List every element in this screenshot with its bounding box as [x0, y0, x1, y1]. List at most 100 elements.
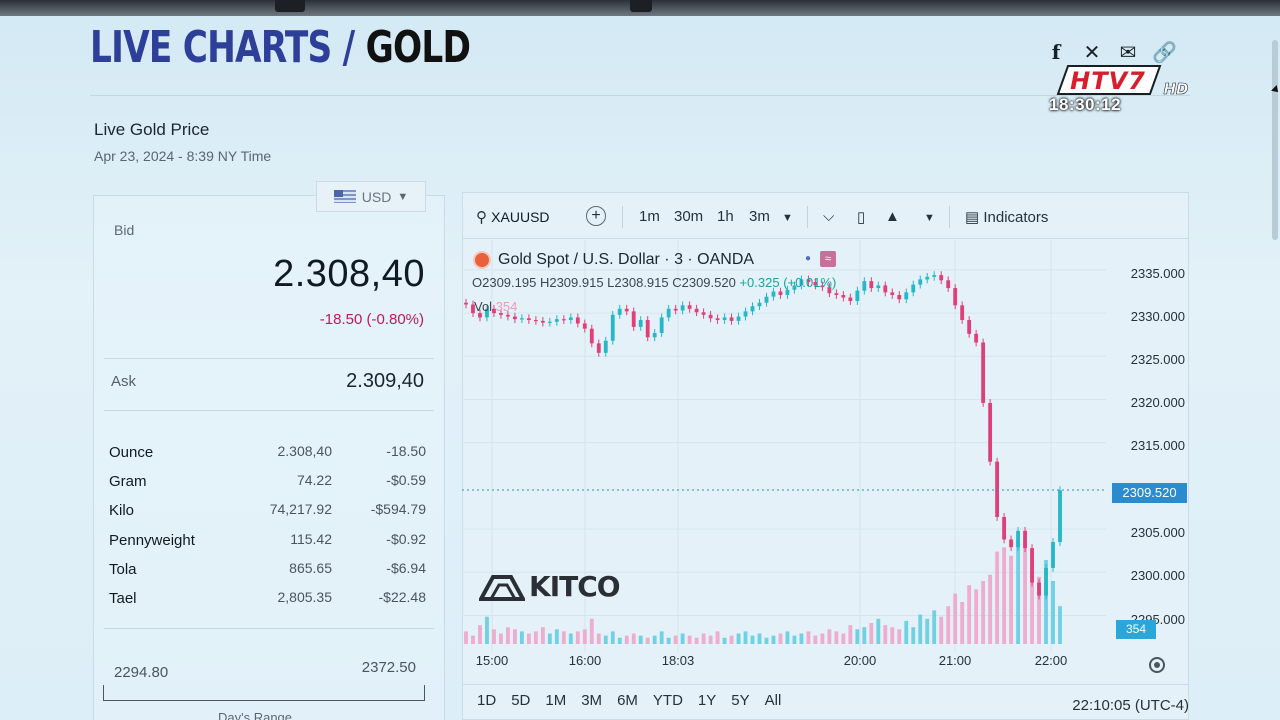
- indicators-label: Indicators: [983, 209, 1049, 226]
- candle: [547, 321, 552, 323]
- time-tick: 20:00: [843, 653, 877, 668]
- candle: [506, 314, 510, 317]
- volume-bar: [624, 635, 629, 644]
- candle: [519, 318, 524, 320]
- unit-change: -$22.48: [378, 588, 426, 605]
- oanda-logo-icon: [473, 251, 491, 269]
- volume-bar: [617, 637, 622, 644]
- time-tick: 22:00: [1034, 653, 1068, 668]
- day-range-bar: [103, 685, 425, 701]
- candle: [582, 323, 587, 329]
- toolbar-separator: [949, 206, 950, 228]
- candle: [722, 317, 727, 321]
- chevron-down-icon[interactable]: ▼: [924, 212, 935, 224]
- volume-bar: [701, 633, 706, 644]
- price-tick: 2315.000: [1130, 438, 1185, 453]
- volume-bar: [596, 633, 601, 644]
- unit-change: -$6.94: [386, 559, 426, 576]
- volume-bar: [869, 623, 874, 644]
- volume-bar: [834, 631, 839, 644]
- candle: [478, 313, 482, 318]
- volume-bar: [519, 631, 524, 644]
- area-chart-icon[interactable]: ▲: [885, 208, 900, 225]
- range-3m[interactable]: 3M: [581, 692, 603, 709]
- unit-value: 74.22: [296, 472, 332, 489]
- compare-add-icon[interactable]: +: [586, 206, 606, 226]
- candle: [743, 311, 748, 317]
- candle-chart-icon[interactable]: ▯: [857, 209, 866, 226]
- currency-value: USD: [361, 188, 392, 205]
- range-5y[interactable]: 5Y: [731, 692, 750, 709]
- range-6m[interactable]: 6M: [617, 692, 638, 709]
- unit-price-table: Ounce 2.308,40 -18.50 Gram 74.22 -$0.59 …: [108, 443, 428, 619]
- gear-icon[interactable]: [1149, 657, 1165, 673]
- candle: [631, 311, 636, 327]
- unit-name: Pennyweight: [109, 531, 195, 549]
- candle: [806, 279, 811, 283]
- volume-bar: [554, 629, 559, 644]
- scrollbar[interactable]: [1272, 40, 1278, 240]
- bar-chart-icon[interactable]: ⌵: [823, 208, 835, 225]
- volume-bar: [1044, 560, 1048, 644]
- candle: [995, 461, 1000, 517]
- interval-1h[interactable]: 1h: [717, 208, 734, 225]
- price-tick: 2335.000: [1130, 266, 1185, 281]
- price-panel: [93, 195, 445, 720]
- title-live-charts: LIVE CHARTS: [90, 22, 332, 73]
- currency-select[interactable]: USD ▼: [316, 181, 426, 212]
- candle: [540, 320, 545, 323]
- day-range-label: Day's Range: [218, 710, 293, 720]
- volume-bar: [631, 633, 636, 644]
- range-ytd[interactable]: YTD: [652, 692, 683, 709]
- interval-30m[interactable]: 30m: [674, 208, 704, 225]
- email-icon[interactable]: ✉: [1119, 42, 1137, 64]
- unit-name: Tael: [109, 589, 137, 607]
- last-price-tag: 2309.520: [1112, 483, 1187, 503]
- range-1d[interactable]: 1D: [477, 692, 497, 709]
- volume-bar: [988, 574, 993, 644]
- volume-bar: [1037, 576, 1041, 644]
- unit-value: 74,217.92: [269, 501, 332, 518]
- vol-label: Vol: [474, 299, 493, 314]
- symbol-search[interactable]: ⚲ XAUUSD: [476, 208, 550, 226]
- title-gold: GOLD: [365, 22, 471, 73]
- candle: [1030, 548, 1034, 583]
- volume-tag: 354: [1116, 620, 1156, 639]
- price-chart[interactable]: [462, 240, 1106, 652]
- range-1m[interactable]: 1M: [545, 692, 567, 709]
- volume-bar: [1058, 606, 1062, 644]
- range-all[interactable]: All: [764, 692, 782, 709]
- candle: [561, 319, 566, 321]
- volume-bar: [960, 602, 965, 644]
- volume-bar: [932, 610, 937, 644]
- volume-bar: [603, 635, 608, 644]
- price-tick: 2305.000: [1130, 525, 1185, 540]
- volume-bar: [666, 637, 671, 644]
- candle: [869, 281, 874, 289]
- indicators-button[interactable]: ▤ Indicators: [965, 208, 1048, 226]
- facebook-icon[interactable]: f: [1051, 40, 1061, 64]
- candle: [897, 294, 902, 300]
- volume-bar: [974, 589, 979, 644]
- candle: [687, 305, 692, 309]
- chevron-down-icon[interactable]: ▼: [782, 212, 793, 224]
- candle: [799, 279, 804, 286]
- range-5d[interactable]: 5D: [511, 692, 531, 709]
- candle: [645, 320, 650, 338]
- unit-change: -18.50: [386, 443, 426, 459]
- range-1y[interactable]: 1Y: [697, 692, 717, 709]
- panel-divider: [104, 628, 434, 629]
- x-twitter-icon[interactable]: ✕: [1083, 42, 1101, 64]
- legend-status: ● ≈: [800, 251, 836, 267]
- interval-1m[interactable]: 1m: [639, 208, 660, 225]
- candle: [471, 304, 475, 314]
- unit-name: Kilo: [109, 502, 135, 520]
- interval-3m[interactable]: 3m: [749, 208, 770, 225]
- title-separator: /: [342, 22, 356, 73]
- volume-bar: [561, 631, 566, 644]
- unit-name: Gram: [109, 473, 147, 491]
- wave-icon[interactable]: ≈: [820, 251, 836, 267]
- volume-bar: [499, 633, 503, 644]
- volume-bar: [918, 614, 923, 644]
- link-icon[interactable]: 🔗: [1152, 42, 1177, 64]
